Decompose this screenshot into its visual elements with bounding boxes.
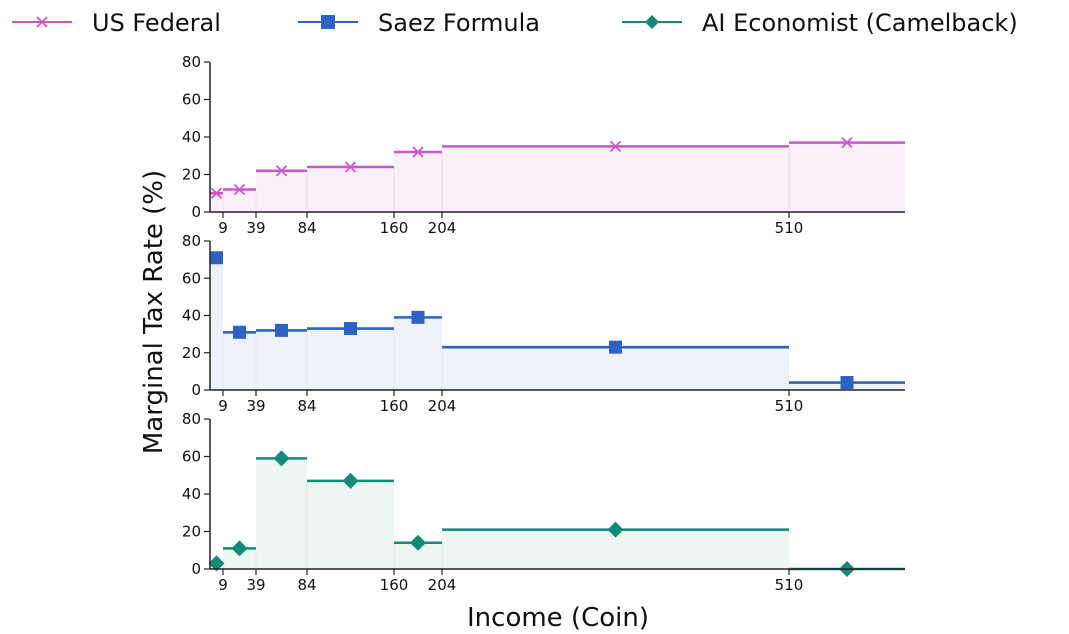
y-tick-label-2-0: 0 [191, 381, 201, 399]
data-marker-2-5 [411, 310, 425, 324]
y-axis-label: Marginal Tax Rate (%) [139, 170, 169, 454]
y-tick-label-2-4: 80 [182, 232, 201, 250]
data-marker-3-6 [607, 521, 624, 538]
legend-marker-1 [36, 16, 48, 28]
legend-item-1: US Federal [12, 9, 221, 37]
y-tick-label-3-4: 80 [182, 410, 201, 428]
data-marker-2-4 [344, 322, 357, 336]
x-tick-label-1-2: 84 [297, 219, 316, 237]
data-marker-1-7 [841, 136, 853, 149]
y-tick-label-3-1: 20 [182, 523, 201, 541]
x-axis-label: Income (Coin) [467, 603, 649, 633]
x-tick-label-1-5: 510 [775, 219, 804, 237]
panel-2: 0 20 40 60 80 9 39 84 160 204 510 [182, 232, 905, 415]
data-marker-2-3 [275, 323, 288, 337]
legend-label-1: US Federal [92, 9, 221, 37]
x-tick-label-2-3: 160 [380, 397, 409, 415]
data-marker-1-5 [412, 146, 424, 158]
legend-marker-1-stroke-b [36, 16, 48, 28]
x-tick-label-3-1: 39 [246, 576, 265, 594]
legend-label-2: Saez Formula [378, 9, 540, 37]
panel-1: 0 20 40 60 80 9 39 84 160 204 510 [182, 53, 905, 237]
data-marker-1-6-stroke-b [609, 140, 622, 153]
x-tick-label-2-0: 9 [218, 397, 228, 415]
data-marker-2-7 [840, 376, 854, 390]
panel-3: 0 20 40 60 80 9 39 84 160 204 510 [182, 410, 905, 594]
x-tick-label-2-5: 510 [775, 397, 804, 415]
legend: US Federal Saez Formula AI Economist (Came… [12, 9, 1018, 37]
legend-marker-3 [645, 15, 659, 29]
data-marker-1-5-stroke-b [412, 146, 424, 158]
y-tick-label-3-2: 40 [182, 485, 201, 503]
x-tick-label-2-4: 204 [428, 397, 457, 415]
data-marker-1-1-stroke-b [210, 187, 223, 199]
data-marker-1-6 [609, 140, 622, 153]
data-marker-1-1 [210, 187, 223, 199]
data-marker-1-4-stroke-b [344, 161, 357, 173]
x-tick-label-3-5: 510 [775, 576, 804, 594]
y-tick-label-3-0: 0 [191, 560, 201, 578]
x-tick-label-2-2: 84 [297, 397, 316, 415]
x-tick-label-3-0: 9 [218, 576, 228, 594]
data-marker-1-2 [233, 183, 246, 196]
area-1 [210, 142, 905, 212]
y-tick-label-3-3: 60 [182, 448, 201, 466]
data-marker-1-7-stroke-b [841, 136, 853, 149]
y-tick-label-2-2: 40 [182, 307, 201, 325]
data-marker-2-1 [210, 251, 223, 265]
data-marker-1-4 [344, 161, 357, 173]
data-marker-3-4 [342, 472, 359, 489]
x-tick-label-3-3: 160 [380, 576, 409, 594]
area-3 [210, 458, 905, 569]
data-marker-3-5 [410, 534, 426, 551]
y-tick-label-1-3: 60 [182, 91, 201, 109]
x-tick-label-3-2: 84 [297, 576, 316, 594]
y-tick-label-1-2: 40 [182, 128, 201, 146]
legend-marker-2 [321, 15, 335, 29]
x-tick-label-1-0: 9 [218, 219, 228, 237]
y-tick-label-2-1: 20 [182, 344, 201, 362]
data-marker-3-2 [231, 540, 248, 557]
legend-label-3: AI Economist (Camelback) [702, 9, 1018, 37]
legend-item-2: Saez Formula [298, 9, 540, 37]
data-marker-2-2 [233, 325, 246, 339]
data-marker-3-3 [273, 450, 290, 467]
y-tick-label-2-3: 60 [182, 269, 201, 287]
y-tick-label-1-1: 20 [182, 166, 201, 184]
x-tick-label-1-3: 160 [380, 219, 409, 237]
data-marker-2-6 [609, 340, 622, 354]
data-marker-1-3 [275, 165, 288, 177]
x-tick-label-1-4: 204 [428, 219, 457, 237]
x-tick-label-1-1: 39 [246, 219, 265, 237]
x-tick-label-2-1: 39 [246, 397, 265, 415]
x-tick-label-3-4: 204 [428, 576, 457, 594]
area-2 [210, 257, 905, 390]
data-marker-1-3-stroke-b [275, 165, 288, 177]
data-marker-1-2-stroke-b [233, 183, 246, 196]
legend-item-3: AI Economist (Camelback) [622, 9, 1018, 37]
y-tick-label-1-4: 80 [182, 53, 201, 71]
data-marker-3-1 [208, 555, 225, 572]
y-tick-label-1-0: 0 [191, 203, 201, 221]
